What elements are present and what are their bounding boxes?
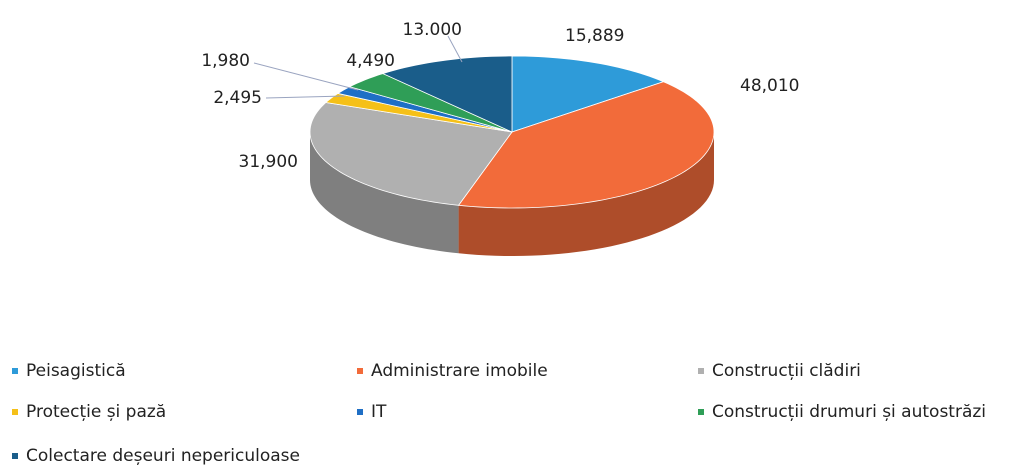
legend-swatch (12, 453, 18, 459)
slice (348, 73, 513, 133)
legend-swatch (357, 409, 363, 415)
legend-swatch (698, 368, 704, 374)
data-label: 31,900 (239, 152, 298, 172)
slice-side (458, 132, 714, 256)
leader-line (253, 62, 359, 91)
legend-swatch (698, 409, 704, 415)
data-label: 13.000 (403, 20, 462, 40)
data-label: 48,010 (740, 76, 799, 96)
data-label: 2,495 (213, 88, 262, 108)
data-label: 15,889 (565, 26, 624, 46)
data-label: 1,980 (201, 51, 250, 71)
legend-label: Construcții drumuri și autostrăzi (712, 402, 986, 422)
slice (309, 102, 513, 206)
leader-line (447, 35, 463, 63)
data-label: 4,490 (346, 51, 395, 71)
leader-line (265, 95, 346, 99)
slice (381, 55, 513, 133)
slice-side (310, 132, 459, 254)
legend-swatch (357, 368, 363, 374)
slice (457, 81, 715, 209)
legend-swatch (12, 368, 18, 374)
legend-label: IT (371, 402, 387, 422)
slice (511, 55, 665, 133)
legend-label: Peisagistică (26, 361, 126, 381)
legend-label: Construcții clădiri (712, 361, 861, 381)
legend-swatch (12, 409, 18, 415)
legend-label: Administrare imobile (371, 361, 548, 381)
legend-label: Colectare deșeuri nepericuloase (26, 446, 300, 466)
legend-label: Protecție și pază (26, 402, 166, 422)
